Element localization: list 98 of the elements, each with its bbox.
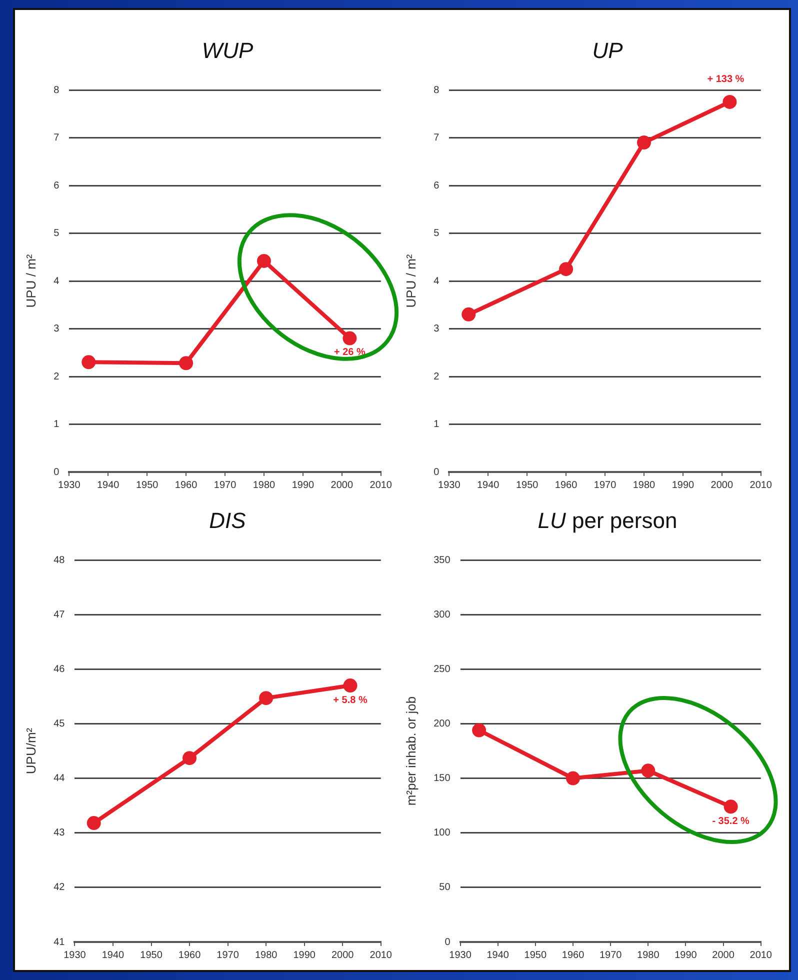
x-tick-label: 1930	[64, 950, 86, 961]
point	[462, 307, 476, 322]
x-tick-label: 1980	[254, 950, 278, 961]
x-tick-label: 2010	[750, 950, 772, 961]
y-tick-label: 45	[54, 718, 66, 730]
y-tick-label: 46	[54, 664, 66, 675]
y-tick-label: 3	[54, 324, 60, 334]
y-tick-label: 350	[434, 554, 451, 566]
y-axis-title: UPU/m²	[23, 727, 38, 774]
y-tick-label: 43	[54, 828, 66, 839]
x-tick-label: 1950	[140, 950, 163, 961]
x-tick-label: 1930	[449, 950, 472, 961]
y-tick-label: 1	[54, 419, 60, 430]
x-tick-label: 1980	[252, 480, 276, 491]
x-tick-label: 1970	[599, 950, 622, 961]
point	[343, 678, 358, 693]
text: + 133 %	[707, 74, 744, 86]
y-axis-title: UPU / m²	[403, 254, 418, 308]
x-tick-label: 1960	[562, 950, 585, 961]
y-tick-label: 6	[434, 180, 440, 192]
annotation: + 5.8 %	[333, 694, 368, 706]
y-axis-title: UPU / m²	[23, 254, 38, 308]
x-tick-label: 1970	[216, 950, 240, 961]
point	[82, 355, 96, 370]
chart-title: WUP	[202, 38, 254, 63]
point	[472, 723, 486, 738]
point	[724, 800, 738, 814]
y-tick-label: 50	[439, 882, 451, 894]
y-tick-label: 47	[54, 609, 66, 620]
y-tick-label: 5	[54, 228, 60, 239]
y-tick-label: 44	[54, 773, 66, 784]
x-tick-label: 1990	[674, 950, 698, 961]
x-tick-label: 1930	[438, 480, 461, 491]
y-tick-label: 100	[434, 828, 451, 839]
y-tick-label: 0	[54, 466, 60, 478]
x-tick-label: 2000	[712, 950, 735, 961]
point	[182, 751, 197, 766]
x-tick-label: 1970	[214, 480, 237, 491]
x-tick-label: 2000	[330, 480, 354, 491]
x-tick-label: 1950	[516, 480, 539, 491]
chart-title: UP	[592, 38, 623, 63]
y-tick-label: 7	[434, 132, 440, 144]
y-tick-label: 4	[54, 276, 60, 287]
y-tick-label: 48	[54, 554, 66, 566]
y-tick-label: 300	[434, 609, 451, 620]
y-tick-label: 0	[434, 466, 440, 478]
point	[722, 94, 737, 109]
y-tick-label: 8	[434, 84, 440, 96]
point	[179, 356, 194, 370]
point	[636, 136, 651, 150]
y-tick-label: 200	[434, 718, 451, 730]
x-tick-label: 2000	[331, 950, 354, 961]
y-tick-label: 0	[444, 936, 451, 948]
point	[259, 691, 274, 706]
annotation: - 35.2 %	[712, 816, 750, 828]
y-tick-label: 150	[434, 773, 451, 784]
x-tick-label: 1950	[136, 480, 159, 491]
x-tick-label: 1960	[554, 480, 578, 491]
x-tick-label: 1960	[178, 950, 202, 961]
x-tick-label: 1980	[632, 480, 656, 491]
y-tick-label: 2	[434, 371, 440, 382]
y-tick-label: 1	[434, 419, 440, 430]
x-tick-label: 1930	[58, 480, 81, 491]
x-tick-label: 1990	[293, 950, 316, 961]
x-tick-label: 2000	[710, 480, 734, 491]
point	[86, 816, 101, 830]
y-tick-label: 250	[434, 664, 451, 675]
y-tick-label: 3	[434, 324, 440, 334]
annotation: + 26 %	[334, 347, 366, 360]
x-tick-label: 2010	[750, 480, 772, 491]
x-tick-label: 1970	[594, 480, 617, 491]
y-tick-label: 2	[54, 371, 60, 382]
point	[641, 764, 656, 778]
x-tick-label: 1940	[102, 950, 125, 961]
y-tick-label: 6	[54, 180, 60, 192]
y-tick-label: 7	[54, 132, 60, 144]
x-tick-label: 1960	[174, 480, 198, 491]
x-tick-label: 1980	[637, 950, 660, 961]
x-tick-label: 1940	[97, 480, 120, 491]
y-tick-label: 4	[434, 276, 440, 287]
x-tick-label: 1990	[672, 480, 695, 491]
x-tick-label: 1940	[486, 950, 510, 961]
point	[256, 254, 271, 268]
chart-title: LU per person	[536, 507, 678, 535]
x-tick-label: 2010	[370, 950, 392, 961]
chart-title: DIS	[209, 508, 246, 533]
x-tick-label: 1940	[477, 480, 500, 491]
y-tick-label: 5	[434, 228, 440, 239]
x-tick-label: 1990	[292, 480, 315, 491]
y-axis-title: m²per inhab. or job	[403, 696, 418, 806]
point	[559, 262, 574, 276]
y-tick-label: 8	[54, 84, 60, 96]
x-tick-label: 1950	[524, 950, 547, 961]
x-tick-label: 2010	[370, 480, 392, 491]
point	[342, 331, 357, 346]
y-tick-label: 41	[54, 936, 66, 948]
point	[566, 771, 580, 786]
y-tick-label: 42	[54, 882, 66, 894]
